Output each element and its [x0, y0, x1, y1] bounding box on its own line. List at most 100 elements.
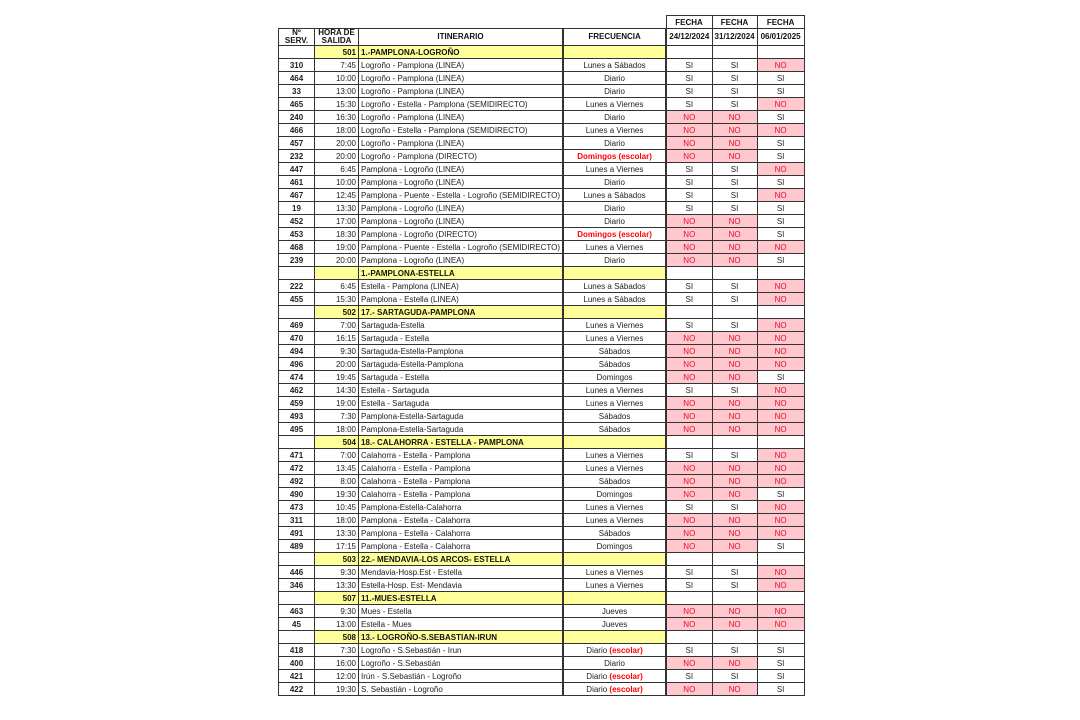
frequency-text: Diario — [604, 658, 625, 668]
group-frecuencia-blank — [562, 435, 667, 449]
service-status-3: NO — [756, 578, 805, 592]
frequency-escolar-note: (escolar) — [609, 671, 643, 681]
frequency-text: Lunes a Viernes — [585, 320, 644, 330]
service-number: 452 — [278, 214, 315, 228]
table-row: 489 17:15 Pamplona - Estella - Calahorra Do… — [278, 539, 805, 553]
service-status-1: NO — [665, 656, 713, 670]
departure-time: 16:15 — [314, 331, 359, 345]
service-status-1: SI — [665, 669, 713, 683]
service-status-3: SI — [756, 71, 805, 85]
group-frecuencia-blank — [562, 305, 667, 319]
departure-time: 7:00 — [314, 318, 359, 332]
service-status-2: NO — [711, 136, 758, 150]
service-number: 490 — [278, 487, 315, 501]
group-date-blank — [756, 266, 805, 280]
fecha-label: FECHA — [711, 15, 758, 29]
departure-time: 19:00 — [314, 240, 359, 254]
service-status-2: NO — [711, 331, 758, 345]
service-status-1: NO — [665, 396, 713, 410]
departure-time: 12:45 — [314, 188, 359, 202]
service-number: 473 — [278, 500, 315, 514]
service-status-3: SI — [756, 149, 805, 163]
departure-time: 19:30 — [314, 487, 359, 501]
frequency: Lunes a Sábados — [562, 292, 667, 306]
service-status-1: SI — [665, 318, 713, 332]
service-status-1: SI — [665, 97, 713, 111]
frequency-text: Lunes a Viernes — [585, 164, 644, 174]
frequency: Lunes a Viernes — [562, 97, 667, 111]
frequency-text: Sábados — [598, 528, 631, 538]
frequency: Domingos (escolar) — [562, 227, 667, 241]
service-status-3: NO — [756, 396, 805, 410]
itinerary: Logroño - S.Sebastián — [358, 656, 564, 670]
service-number: 45 — [278, 617, 315, 631]
service-status-2: NO — [711, 422, 758, 436]
frequency-text: Lunes a Viernes — [585, 502, 644, 512]
itinerary: Sartaguda-Estella — [358, 318, 564, 332]
service-status-3: NO — [756, 500, 805, 514]
departure-time: 7:00 — [314, 448, 359, 462]
departure-time: 6:45 — [314, 279, 359, 293]
table-row: 496 20:00 Sartaguda-Estella-Pamplona Sábado… — [278, 357, 805, 371]
service-status-2: SI — [711, 500, 758, 514]
itinerary: Logroño - Pamplona (LINEA) — [358, 136, 564, 150]
frequency: Lunes a Viernes — [562, 500, 667, 514]
service-number: 453 — [278, 227, 315, 241]
departure-time: 13:30 — [314, 526, 359, 540]
departure-time: 13:30 — [314, 201, 359, 215]
service-status-1: NO — [665, 149, 713, 163]
service-status-2: SI — [711, 175, 758, 189]
group-name: 18.- CALAHORRA - ESTELLA - PAMPLONA — [358, 435, 564, 449]
service-number: 346 — [278, 578, 315, 592]
service-status-1: SI — [665, 292, 713, 306]
frequency: Lunes a Viernes — [562, 448, 667, 462]
table-row: 400 16:00 Logroño - S.Sebastián Diario NO NO S… — [278, 656, 805, 670]
service-number: 470 — [278, 331, 315, 345]
group-frecuencia-blank — [562, 630, 667, 644]
service-number: 418 — [278, 643, 315, 657]
service-status-2: NO — [711, 604, 758, 618]
column-header-row: Nº SERV. HORA DE SALIDA ITINERARIO FRECU… — [278, 28, 805, 46]
service-status-3: NO — [756, 162, 805, 176]
service-status-3: NO — [756, 188, 805, 202]
frequency-escolar-note: Domingos (escolar) — [577, 151, 652, 161]
table-row: 19 13:30 Pamplona - Logroño (LINEA) Diario S… — [278, 201, 805, 215]
service-status-2: SI — [711, 669, 758, 683]
table-row: 491 13:30 Pamplona - Estella - Calahorra Sá… — [278, 526, 805, 540]
service-status-3: NO — [756, 331, 805, 345]
service-number: 421 — [278, 669, 315, 683]
table-row: 465 15:30 Logroño - Estella - Pamplona (SE… — [278, 97, 805, 111]
itinerary: Pamplona - Estella - Calahorra — [358, 526, 564, 540]
service-status-1: NO — [665, 253, 713, 267]
group-date-blank — [665, 266, 713, 280]
service-status-3: SI — [756, 227, 805, 241]
service-number: 310 — [278, 58, 315, 72]
table-row: 468 19:00 Pamplona - Puente - Estella - Lo… — [278, 240, 805, 254]
service-number: 494 — [278, 344, 315, 358]
group-name: 13.- LOGROÑO-S.SEBASTIAN-IRUN — [358, 630, 564, 644]
frequency-text: Diario — [586, 671, 610, 681]
frequency: Diario — [562, 136, 667, 150]
departure-time: 14:30 — [314, 383, 359, 397]
group-date-blank — [711, 591, 758, 605]
service-status-2: NO — [711, 526, 758, 540]
frequency: Lunes a Viernes — [562, 565, 667, 579]
service-status-1: NO — [665, 604, 713, 618]
table-row: 467 12:45 Pamplona - Puente - Estella - Lo… — [278, 188, 805, 202]
fecha-label: FECHA — [756, 15, 805, 29]
frequency-text: Diario — [604, 177, 625, 187]
group-name: 11.-MUES-ESTELLA — [358, 591, 564, 605]
service-status-3: NO — [756, 240, 805, 254]
group-blank — [278, 266, 315, 280]
table-row: 471 7:00 Calahorra - Estella - Pamplona Lun… — [278, 448, 805, 462]
service-status-1: NO — [665, 227, 713, 241]
group-date-blank — [711, 435, 758, 449]
group-code — [314, 266, 359, 280]
group-header-row: 1.-PAMPLONA-ESTELLA — [278, 266, 805, 280]
service-status-2: NO — [711, 617, 758, 631]
itinerary: Estella - Sartaguda — [358, 396, 564, 410]
itinerary: Mues - Estella — [358, 604, 564, 618]
date-header-2: 31/12/2024 — [711, 28, 758, 46]
departure-time: 15:30 — [314, 292, 359, 306]
service-status-1: NO — [665, 474, 713, 488]
